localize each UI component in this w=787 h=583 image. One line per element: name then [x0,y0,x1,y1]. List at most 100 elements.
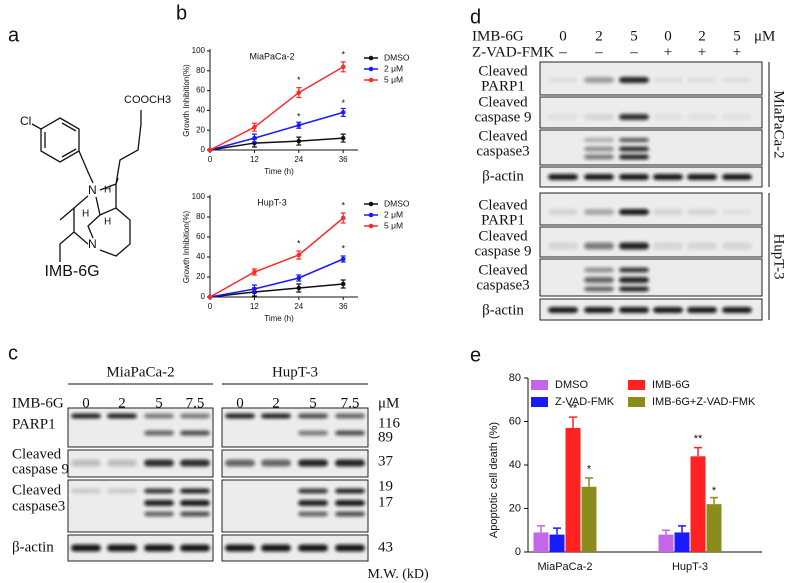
legend-label: Z-VAD-FMK [555,396,615,408]
band [298,488,328,494]
band [180,430,210,436]
atom-label: COOCH3 [124,94,171,106]
significance: * [341,49,345,59]
y-tick-label: 80 [196,212,205,221]
x-tick-label: 12 [250,302,259,311]
point [296,285,302,291]
y-tick-label: 80 [196,66,205,75]
point [296,90,302,95]
series-line [209,137,344,151]
dose: 0 [82,395,90,411]
treatment-label: IMB-6G [472,28,524,44]
band [180,511,210,517]
series-line [209,66,344,151]
point [340,215,346,221]
mw: 43 [378,539,393,555]
bond [99,110,142,191]
band [180,544,210,552]
atom-label: N [88,183,97,197]
row-label: β-actin [482,302,524,318]
point [296,252,302,258]
panel-label: c [8,342,18,364]
band [584,154,614,160]
band [687,114,717,120]
series-line [209,217,344,298]
series-line [209,111,344,151]
band [619,286,649,292]
band [548,209,578,215]
point [340,256,346,262]
row-label: Cleaved [478,128,528,144]
error-bar [694,446,702,457]
band [548,77,578,83]
band [71,459,101,467]
group-label: HupT-3 [771,233,787,279]
band [687,209,717,215]
significance: * [587,463,592,475]
treatment-value: 0 [559,28,567,44]
treatment-value: + [698,44,706,60]
atom-label: H [104,185,111,196]
bar [581,486,597,552]
band [584,242,614,250]
group-label: MiaPaCa-2 [771,90,787,158]
band [298,430,328,436]
legend-marker [368,66,374,72]
bar [706,504,722,552]
treatment-label: IMB-6G [12,395,64,411]
atom-label: H [82,209,89,220]
error-bar [678,525,686,533]
bar [533,532,549,552]
band [722,242,752,250]
legend-marker [368,55,374,61]
legend-label: 2 μM [384,209,403,219]
legend-swatch [628,397,645,407]
legend-label: 2 μM [384,63,403,73]
band [619,146,649,152]
treatment-value: + [733,44,741,60]
band [71,413,101,419]
error-bar [662,529,670,535]
mw: 89 [378,429,393,445]
band [584,209,614,215]
band [71,488,101,494]
point [340,281,346,287]
row-label: Cleaved [12,482,62,498]
point [252,269,257,275]
bar [549,534,565,552]
y-tick-label: 20 [509,502,521,514]
unit: μM [754,28,775,44]
chart-title: MiaPaCa-2 [249,51,294,61]
band [619,138,649,142]
band [653,114,683,120]
row-label: caspase3 [12,498,65,514]
x-tick-label: 24 [294,302,303,311]
y-axis-label: Apoptotic cell death (%) [488,422,500,538]
blot-strip [539,96,763,129]
band [335,500,365,506]
treatment-value: 2 [595,28,603,44]
treatment-label: Z-VAD-FMK [472,44,554,60]
legend-label: 5 μM [384,74,403,84]
treatment-value: – [594,44,603,60]
error-bar [569,416,577,429]
band [298,413,328,419]
row-label: caspase 9 [12,461,69,477]
dose: 7.5 [186,395,205,411]
y-tick-label: 20 [196,125,205,134]
treatment-value: 5 [733,28,741,44]
band [548,174,578,180]
panel-label: b [176,2,187,24]
bond [59,184,131,262]
row-label: PARP1 [12,416,56,432]
row-label: β-actin [12,539,54,555]
dose: 2 [272,395,280,411]
legend-label: DMSO [384,52,410,62]
band [335,544,365,552]
band [584,77,614,83]
band [548,114,578,120]
panel-label: d [470,6,481,28]
bar [690,456,706,552]
band [584,286,614,292]
